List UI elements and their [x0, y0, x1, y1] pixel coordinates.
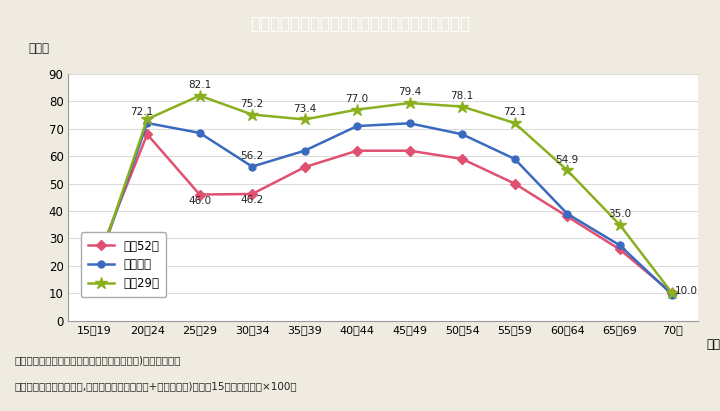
- 昭和52年: [458, 157, 467, 162]
- Text: 78.1: 78.1: [451, 91, 474, 101]
- 昭和52年: [90, 263, 99, 268]
- 昭和52年: [510, 181, 519, 186]
- 平成29年: [563, 168, 572, 173]
- 平成９年: [300, 148, 309, 153]
- Text: 79.4: 79.4: [398, 88, 421, 97]
- 平成29年: [353, 107, 361, 112]
- 昭和52年: [405, 148, 414, 153]
- 平成９年: [668, 292, 677, 297]
- 平成29年: [90, 271, 99, 276]
- 平成９年: [458, 132, 467, 137]
- 平成９年: [195, 130, 204, 135]
- 平成９年: [405, 121, 414, 126]
- Text: 82.1: 82.1: [188, 80, 211, 90]
- 平成29年: [616, 222, 624, 227]
- Text: 72.1: 72.1: [503, 107, 526, 118]
- Text: 17.1: 17.1: [83, 275, 107, 285]
- 平成９年: [510, 157, 519, 162]
- Text: （備考）１．総務省「労働力調査（基本集計)」より作成。: （備考）１．総務省「労働力調査（基本集計)」より作成。: [14, 356, 181, 365]
- Text: 54.9: 54.9: [556, 155, 579, 164]
- Line: 昭和52年: 昭和52年: [91, 131, 675, 297]
- Text: 56.2: 56.2: [240, 151, 264, 161]
- Text: 72.1: 72.1: [130, 107, 153, 118]
- Text: 10.0: 10.0: [675, 286, 698, 296]
- 昭和52年: [616, 247, 624, 252]
- Text: （％）: （％）: [29, 42, 50, 55]
- Text: ２．労働力率は,「労働力人口（就業者+完全失業者)」／「15歳以上人口」×100。: ２．労働力率は,「労働力人口（就業者+完全失業者)」／「15歳以上人口」×100…: [14, 381, 297, 391]
- 平成９年: [90, 271, 99, 276]
- Line: 平成29年: 平成29年: [89, 89, 678, 300]
- 昭和52年: [353, 148, 361, 153]
- 平成29年: [458, 104, 467, 109]
- 平成９年: [143, 120, 151, 125]
- 平成９年: [248, 164, 256, 169]
- Text: 46.2: 46.2: [240, 195, 264, 205]
- Line: 平成９年: 平成９年: [91, 120, 675, 298]
- 平成９年: [563, 211, 572, 216]
- Text: （歳）: （歳）: [706, 338, 720, 351]
- 平成29年: [195, 93, 204, 98]
- Legend: 昭和52年, 平成９年, 平成29年: 昭和52年, 平成９年, 平成29年: [81, 233, 166, 298]
- 平成29年: [143, 117, 151, 122]
- 平成29年: [668, 291, 677, 296]
- 昭和52年: [248, 192, 256, 196]
- 昭和52年: [300, 165, 309, 170]
- 平成29年: [248, 112, 256, 117]
- 昭和52年: [143, 132, 151, 137]
- 昭和52年: [563, 214, 572, 219]
- 平成29年: [300, 117, 309, 122]
- 昭和52年: [668, 291, 677, 296]
- 平成９年: [616, 243, 624, 248]
- Text: 46.0: 46.0: [188, 196, 211, 206]
- Text: 77.0: 77.0: [346, 94, 369, 104]
- Text: 75.2: 75.2: [240, 99, 264, 109]
- Text: 35.0: 35.0: [608, 209, 631, 219]
- Text: 73.4: 73.4: [293, 104, 316, 114]
- 平成９年: [353, 124, 361, 129]
- Text: Ｉ－２－３図　女性の年齢階級別労働力率の推移: Ｉ－２－３図 女性の年齢階級別労働力率の推移: [250, 15, 470, 32]
- 昭和52年: [195, 192, 204, 197]
- 平成29年: [510, 120, 519, 125]
- 平成29年: [405, 101, 414, 106]
